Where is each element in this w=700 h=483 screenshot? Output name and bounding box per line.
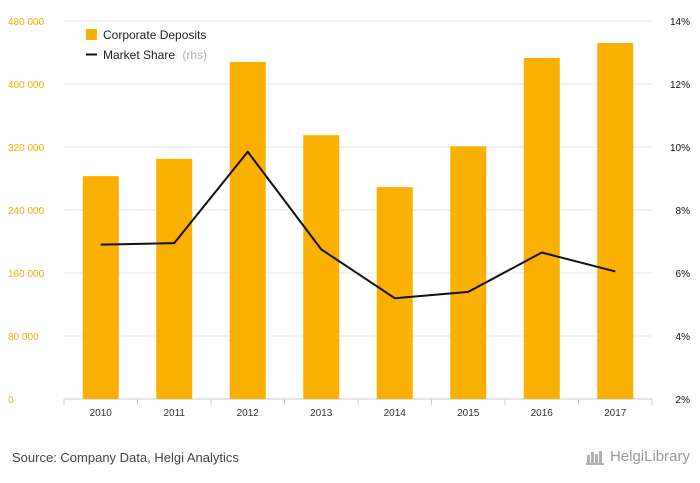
- bar-2017: [597, 43, 634, 400]
- right-tick-label: 4%: [676, 332, 691, 343]
- bar-2012: [229, 61, 266, 399]
- left-tick-label: 400 000: [8, 80, 45, 91]
- bar-2014: [376, 187, 413, 399]
- x-tick-label: 2010: [90, 408, 113, 419]
- legend-swatch-corporate-deposits: [86, 29, 97, 40]
- brand-name: HelgiLibrary: [609, 448, 690, 465]
- right-tick-label: 12%: [670, 80, 690, 91]
- right-tick-label: 8%: [676, 206, 691, 217]
- brand-logo: HelgiLibrary: [585, 448, 690, 465]
- left-tick-label: 80 000: [8, 332, 39, 343]
- x-tick-label: 2013: [310, 408, 333, 419]
- x-axis-ticks: 2010 2011 2012 2013 2014 2015 2016 2017: [90, 408, 627, 419]
- legend-label-market-share-name: Market Share: [103, 48, 175, 62]
- line-series-market-share: [100, 150, 616, 300]
- bar-2015: [450, 146, 487, 399]
- x-tick-label: 2016: [531, 408, 554, 419]
- left-tick-label: 320 000: [8, 143, 45, 154]
- right-axis-ticks: 2% 4% 6% 8% 10% 12% 14%: [670, 17, 690, 406]
- helgi-library-icon: [585, 450, 604, 465]
- bar-2010: [82, 176, 119, 399]
- right-tick-label: 10%: [670, 143, 690, 154]
- left-tick-label: 160 000: [8, 269, 45, 280]
- source-note: Source: Company Data, Helgi Analytics: [12, 450, 239, 465]
- right-tick-label: 6%: [676, 269, 691, 280]
- bar-2013: [303, 135, 340, 399]
- legend-label-corporate-deposits: Corporate Deposits: [103, 28, 206, 42]
- x-tick-label: 2011: [163, 408, 185, 419]
- bar-2016: [523, 58, 560, 399]
- x-tick-label: 2017: [604, 408, 627, 419]
- market-share-line: [100, 150, 616, 300]
- left-axis-ticks: 0 80 000 160 000 240 000 320 000 400 000 480 0…: [8, 17, 45, 406]
- left-tick-label: 480 000: [8, 17, 45, 28]
- left-tick-label: 0: [8, 395, 14, 406]
- x-tick-label: 2012: [237, 408, 260, 419]
- right-tick-label: 2%: [676, 395, 691, 406]
- legend: Corporate Deposits Market Share (rhs): [86, 28, 207, 62]
- bar-series-corporate-deposits: [82, 43, 634, 400]
- left-tick-label: 240 000: [8, 206, 45, 217]
- legend-label-market-share-suffix: (rhs): [182, 48, 207, 62]
- x-tick-label: 2014: [384, 408, 407, 419]
- x-tick-label: 2015: [457, 408, 480, 419]
- legend-label-market-share: Market Share (rhs): [103, 48, 207, 62]
- gridlines: [63, 20, 653, 405]
- right-tick-label: 14%: [670, 17, 690, 28]
- bar-2011: [156, 158, 193, 399]
